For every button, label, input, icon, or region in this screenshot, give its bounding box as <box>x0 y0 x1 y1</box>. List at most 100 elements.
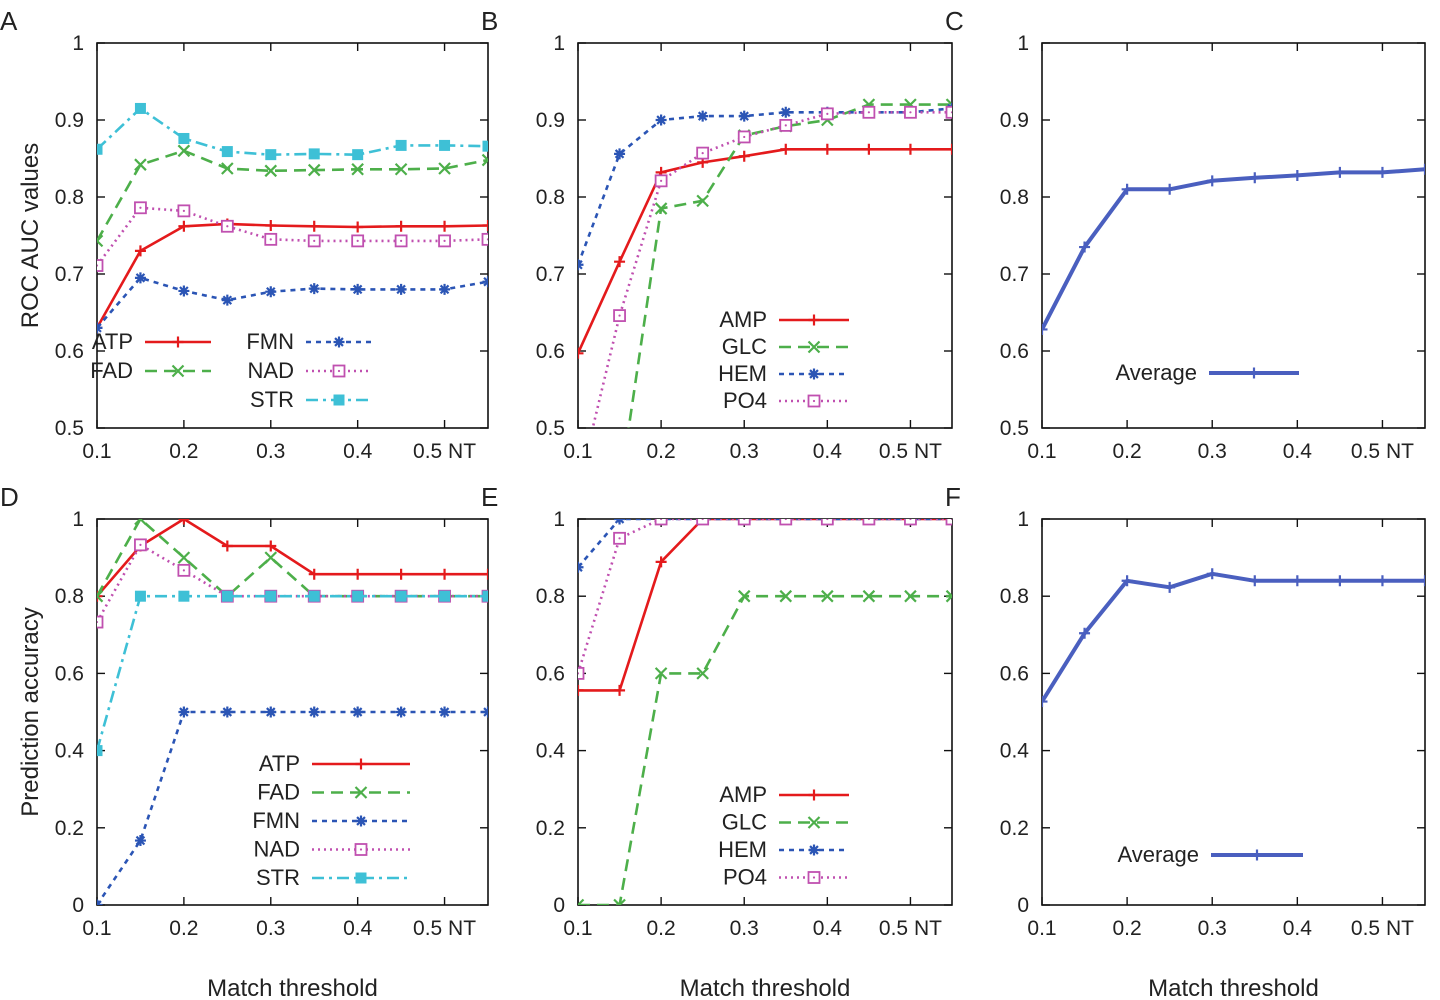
data-point-amp <box>614 684 626 696</box>
data-point-str <box>308 590 320 602</box>
chart-panel-d: 0.1 0.2 0.3 0.4 0.5 NT 0 0.2 0.4 0.6 0.8 1 D Predict… <box>0 482 489 1000</box>
data-point-fad <box>264 164 278 178</box>
series-line-atp <box>97 222 488 329</box>
data-point-atp <box>178 220 190 232</box>
legend-marker-dot <box>812 399 816 403</box>
y-axis-title: ROC AUC values <box>17 143 44 328</box>
series-line-nad <box>97 543 488 623</box>
y-tick-label: 0.6 <box>55 340 84 363</box>
legend-label: Average <box>1117 842 1199 867</box>
chart-panel-b: 0.1 0.2 0.3 0.4 0.5 NT 0.5 0.6 0.7 0.8 0.9 1 B AMPGL… <box>481 6 953 495</box>
data-point-po4 <box>578 667 585 680</box>
y-tick-label: 0.2 <box>1000 817 1029 840</box>
data-point-fad <box>438 162 451 175</box>
data-point-str <box>178 590 190 602</box>
x-tick-label: 0.4 <box>343 917 373 940</box>
data-point-fmn <box>352 706 364 718</box>
data-point-fad <box>307 163 321 177</box>
legend-marker <box>808 368 820 380</box>
data-point-fmn <box>308 706 320 718</box>
y-tick-label: 0 <box>553 894 565 917</box>
y-tick-label: 0.8 <box>536 585 565 608</box>
data-point-nad-dot <box>97 264 99 267</box>
data-point-average <box>1334 575 1346 587</box>
data-point-str <box>439 590 451 602</box>
data-point-po4 <box>820 519 834 526</box>
data-point-fmn <box>178 285 190 297</box>
panel-label: C <box>945 6 964 36</box>
series-po4 <box>578 519 952 680</box>
data-point-fad <box>97 589 104 603</box>
data-point-fmn <box>265 706 277 718</box>
data-point-fmn <box>265 286 277 298</box>
legend: Average <box>1117 842 1303 867</box>
data-point-average <box>1121 183 1133 195</box>
series-fmn <box>97 272 488 334</box>
series-line-po4 <box>591 111 952 428</box>
series-average <box>1042 568 1425 708</box>
series-line-amp <box>578 148 952 354</box>
series-glc <box>578 589 952 905</box>
legend-label: Average <box>1115 360 1197 385</box>
series-line-glc <box>578 594 952 905</box>
plot-frame <box>577 42 953 429</box>
series-nad <box>97 201 488 272</box>
y-tick-label: 0.6 <box>536 662 565 685</box>
data-point-glc <box>654 667 668 680</box>
legend-label: STR <box>256 865 300 890</box>
data-point-atp <box>265 540 277 552</box>
y-tick-label: 0.4 <box>55 740 85 763</box>
y-tick-label: 0.8 <box>1000 186 1029 209</box>
data-point-fad <box>221 162 234 175</box>
data-point-hem <box>578 259 584 271</box>
legend-marker <box>807 340 821 354</box>
data-point-fmn <box>439 706 451 718</box>
y-tick-label: 0.6 <box>1000 340 1029 363</box>
data-point-average <box>1334 166 1346 178</box>
data-point-str <box>482 590 488 602</box>
series-fad <box>97 519 488 603</box>
data-point-average <box>1079 627 1091 639</box>
series-line-fad <box>97 519 488 598</box>
data-point-nad-dot <box>139 543 142 546</box>
data-point-glc <box>862 589 876 603</box>
x-tick-label: 0.3 <box>1198 917 1227 940</box>
series-line-average <box>1042 167 1425 331</box>
data-point-str <box>265 590 277 602</box>
data-point-fmn <box>178 706 190 718</box>
data-point-glc <box>614 484 625 495</box>
series-line-hem <box>578 519 952 569</box>
data-point-po4-dot <box>909 111 912 114</box>
data-point-str <box>308 148 320 160</box>
legend-label: FAD <box>257 780 300 805</box>
data-point-fmn <box>221 706 233 718</box>
data-point-str <box>395 590 407 602</box>
legend-marker <box>354 786 368 799</box>
legend-marker-dot <box>812 876 816 879</box>
panel-label: F <box>945 482 961 512</box>
data-point-po4 <box>696 519 710 526</box>
data-point-fad <box>394 163 408 176</box>
series-line-str <box>97 107 488 156</box>
x-axis-title: Match threshold <box>680 975 851 1000</box>
x-tick-label: 0.2 <box>1113 917 1142 940</box>
panel-label: D <box>0 482 19 512</box>
x-tick-label: 0.4 <box>343 440 373 463</box>
data-point-atp <box>482 219 488 231</box>
data-point-atp <box>134 245 146 257</box>
data-point-fmn <box>482 706 488 718</box>
data-point-atp <box>439 220 451 232</box>
x-tick-label: 0.2 <box>647 917 676 940</box>
y-tick-label: 0.2 <box>55 817 84 840</box>
data-point-fmn <box>134 272 146 284</box>
data-point-fad <box>481 153 488 167</box>
data-point-amp <box>578 684 584 696</box>
data-point-amp <box>655 556 667 568</box>
x-tick-label: 0.3 <box>730 440 759 463</box>
data-point-po4 <box>779 519 793 526</box>
legend-label: NAD <box>254 837 300 862</box>
legend-marker <box>355 758 367 770</box>
data-point-amp <box>821 143 833 155</box>
y-tick-label: 0.6 <box>1000 662 1029 685</box>
